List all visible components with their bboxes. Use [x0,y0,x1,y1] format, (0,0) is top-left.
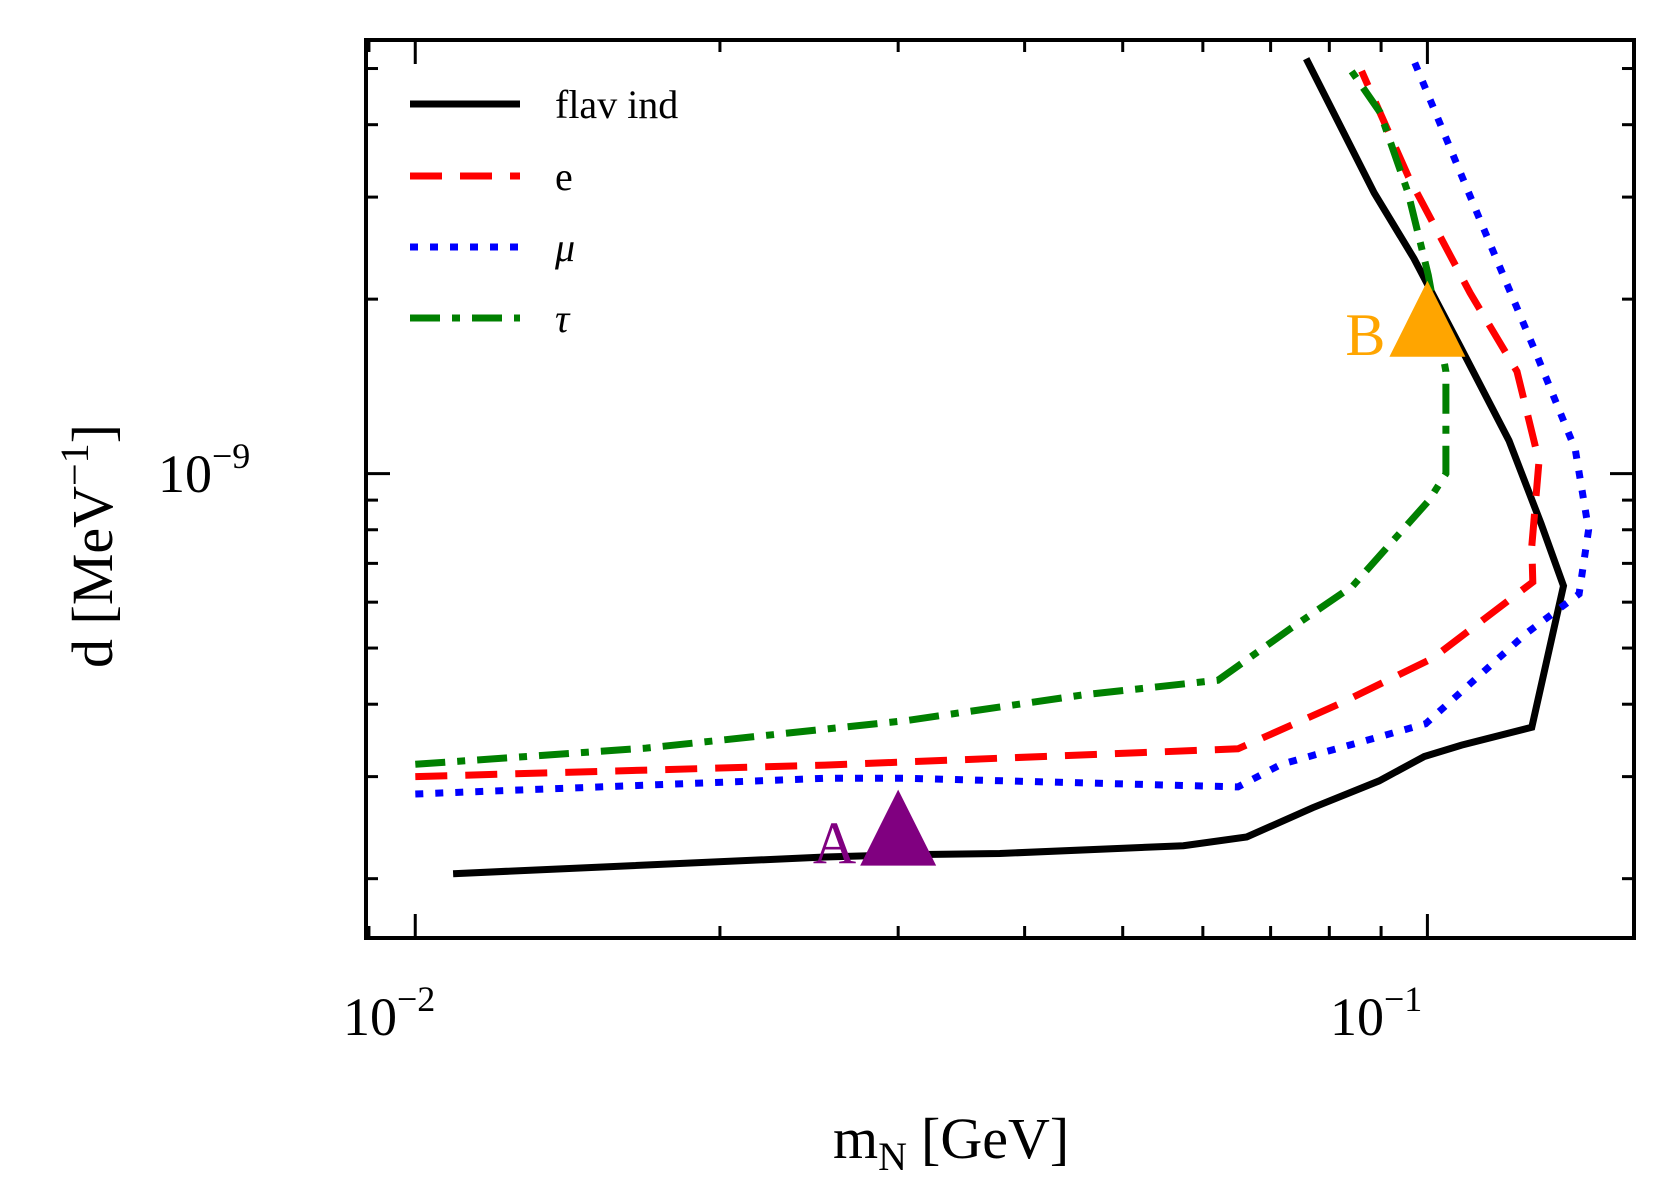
marker-b-label: B [1345,302,1385,368]
legend-label-flav-ind: flav ind [555,82,678,127]
markers-layer: AB [813,280,1466,877]
x-tick-label-0: 10−2 [343,979,435,1047]
y-axis-label: d [MeV−1] [52,424,125,668]
x-axis-label: mN [GeV] [833,1106,1069,1179]
legend: flav ind e μ τ [410,82,678,341]
legend-label-tau: τ [555,296,571,341]
series-line-tau [415,66,1450,768]
legend-label-mu: μ [554,225,575,270]
plot-frame [364,38,1636,940]
y-tick-label-0: 10−9 [158,436,250,504]
series-layer [415,57,1593,878]
series-line-e [415,69,1543,781]
marker-b-triangle [1389,280,1466,357]
series-line-mu [415,57,1593,798]
x-tick-label-1: 10−1 [1330,979,1422,1047]
marker-a-triangle [860,789,937,866]
legend-label-e: e [555,154,573,199]
marker-a-label: A [813,811,856,877]
